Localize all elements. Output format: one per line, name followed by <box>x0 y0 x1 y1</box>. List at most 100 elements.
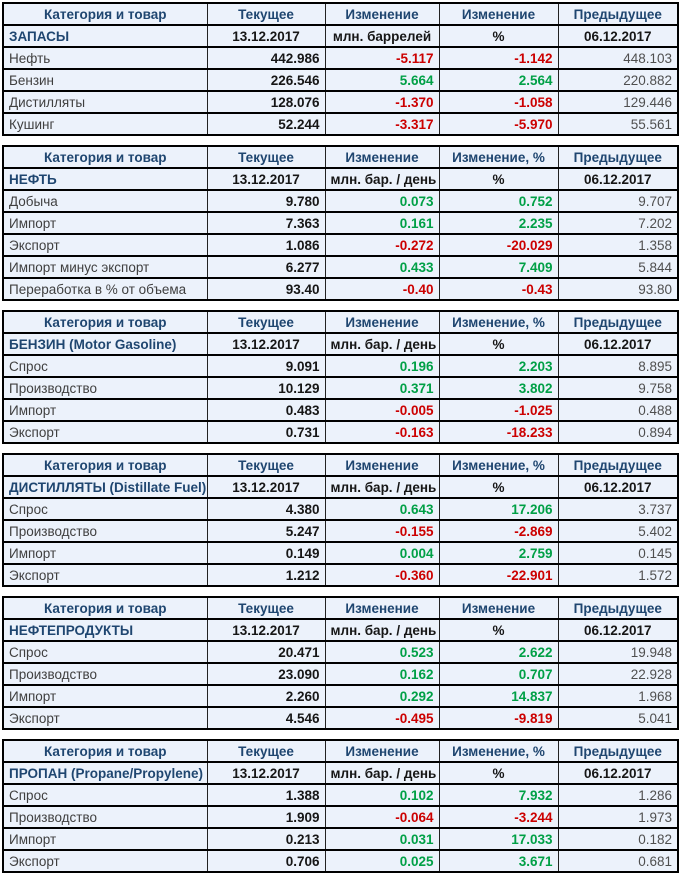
previous-value: 129.446 <box>557 90 679 114</box>
previous-date-cell: 06.12.2017 <box>557 475 679 499</box>
column-header: Текущее <box>206 596 326 620</box>
section-header-row: ЗАПАСЫ 13.12.2017 млн. баррелей% 06.12.2017 <box>2 24 679 48</box>
column-header: Текущее <box>206 2 326 26</box>
column-header: Изменение, % <box>438 310 559 334</box>
current-date-cell: 13.12.2017 <box>206 24 326 48</box>
previous-value: 5.041 <box>557 706 679 730</box>
current-value: 4.380 <box>206 497 326 521</box>
previous-value: 0.182 <box>557 827 679 851</box>
change-value: 0.292 <box>324 684 440 708</box>
column-header: Категория и товар <box>2 596 208 620</box>
previous-value: 5.844 <box>557 255 679 279</box>
change-value: 0.025 <box>324 849 440 873</box>
change-value: -1.370 <box>324 90 440 114</box>
current-value: 93.40 <box>206 277 326 301</box>
column-header-row: Категория и товар Текущее Изменение Изменен… <box>2 453 679 477</box>
change-pct-value: 2.564 <box>438 68 559 92</box>
category-cell: Кушинг <box>2 112 208 136</box>
change-pct-value: -22.901 <box>438 563 559 587</box>
data-table-1: Категория и товар Текущее Изменение Изменен… <box>2 2 679 136</box>
category-cell: Экспорт <box>2 563 208 587</box>
current-date-cell: 13.12.2017 <box>206 167 326 191</box>
table-row: Спрос 20.471 0.523 2.622 19.948 <box>2 640 679 664</box>
category-cell: Бензин <box>2 68 208 92</box>
column-header: Изменение <box>324 2 440 26</box>
change-pct-value: 17.033 <box>438 827 559 851</box>
category-cell: Экспорт <box>2 420 208 444</box>
current-date-cell: 13.12.2017 <box>206 475 326 499</box>
percent-sign-cell: % <box>438 475 559 499</box>
category-cell: Производство <box>2 519 208 543</box>
percent-sign-cell: % <box>438 167 559 191</box>
current-value: 4.546 <box>206 706 326 730</box>
category-cell: Импорт <box>2 684 208 708</box>
section-title-cell: ПРОПАН (Propane/Propylene) <box>2 761 208 785</box>
column-header: Предыдущее <box>557 739 679 763</box>
current-value: 1.212 <box>206 563 326 587</box>
category-cell: Импорт <box>2 398 208 422</box>
change-pct-value: 2.235 <box>438 211 559 235</box>
section-title-cell: НЕФТЬ <box>2 167 208 191</box>
current-date-cell: 13.12.2017 <box>206 761 326 785</box>
change-pct-value: 14.837 <box>438 684 559 708</box>
previous-value: 9.758 <box>557 376 679 400</box>
change-pct-value: -0.43 <box>438 277 559 301</box>
table-row: Производство 10.129 0.371 3.802 9.758 <box>2 376 679 400</box>
category-cell: Импорт минус экспорт <box>2 255 208 279</box>
current-value: 5.247 <box>206 519 326 543</box>
current-value: 0.483 <box>206 398 326 422</box>
category-cell: Переработка в % от объема <box>2 277 208 301</box>
category-cell: Импорт <box>2 827 208 851</box>
category-cell: Спрос <box>2 497 208 521</box>
previous-value: 1.358 <box>557 233 679 257</box>
previous-value: 9.707 <box>557 189 679 213</box>
previous-value: 0.488 <box>557 398 679 422</box>
change-pct-value: 2.759 <box>438 541 559 565</box>
previous-value: 8.895 <box>557 354 679 378</box>
previous-value: 220.882 <box>557 68 679 92</box>
current-date-cell: 13.12.2017 <box>206 618 326 642</box>
change-value: 0.031 <box>324 827 440 851</box>
units-cell: млн. бар. / день <box>324 332 440 356</box>
column-header: Изменение <box>324 310 440 334</box>
category-cell: Нефть <box>2 46 208 70</box>
column-header: Текущее <box>206 310 326 334</box>
previous-value: 55.561 <box>557 112 679 136</box>
units-cell: млн. бар. / день <box>324 618 440 642</box>
category-cell: Экспорт <box>2 706 208 730</box>
previous-value: 0.894 <box>557 420 679 444</box>
current-value: 20.471 <box>206 640 326 664</box>
table-row: Нефть 442.986 -5.117 -1.142 448.103 <box>2 46 679 70</box>
current-value: 9.780 <box>206 189 326 213</box>
data-table-4: Категория и товар Текущее Изменение Изменен… <box>2 453 679 587</box>
previous-value: 0.145 <box>557 541 679 565</box>
change-pct-value: -1.142 <box>438 46 559 70</box>
table-row: Экспорт 0.731 -0.163 -18.233 0.894 <box>2 420 679 444</box>
current-value: 128.076 <box>206 90 326 114</box>
previous-value: 3.737 <box>557 497 679 521</box>
current-value: 6.277 <box>206 255 326 279</box>
section-title-cell: НЕФТЕПРОДУКТЫ <box>2 618 208 642</box>
column-header: Категория и товар <box>2 310 208 334</box>
column-header: Изменение <box>324 739 440 763</box>
current-value: 7.363 <box>206 211 326 235</box>
table-row: Дистилляты 128.076 -1.370 -1.058 129.446 <box>2 90 679 114</box>
section-header-row: ДИСТИЛЛЯТЫ (Distillate Fuel) 13.12.2017 мл… <box>2 475 679 499</box>
change-pct-value: 7.932 <box>438 783 559 807</box>
change-value: 0.371 <box>324 376 440 400</box>
column-header: Категория и товар <box>2 145 208 169</box>
change-pct-value: -5.970 <box>438 112 559 136</box>
current-value: 10.129 <box>206 376 326 400</box>
data-table-3: Категория и товар Текущее Изменение Изменен… <box>2 310 679 444</box>
percent-sign-cell: % <box>438 618 559 642</box>
previous-value: 448.103 <box>557 46 679 70</box>
change-value: -0.360 <box>324 563 440 587</box>
table-row: Экспорт 1.086 -0.272 -20.029 1.358 <box>2 233 679 257</box>
previous-value: 93.80 <box>557 277 679 301</box>
current-value: 0.213 <box>206 827 326 851</box>
current-value: 1.086 <box>206 233 326 257</box>
change-pct-value: -3.244 <box>438 805 559 829</box>
change-pct-value: 2.622 <box>438 640 559 664</box>
column-header: Текущее <box>206 739 326 763</box>
table-row: Переработка в % от объема 93.40 -0.40 -0.43… <box>2 277 679 301</box>
